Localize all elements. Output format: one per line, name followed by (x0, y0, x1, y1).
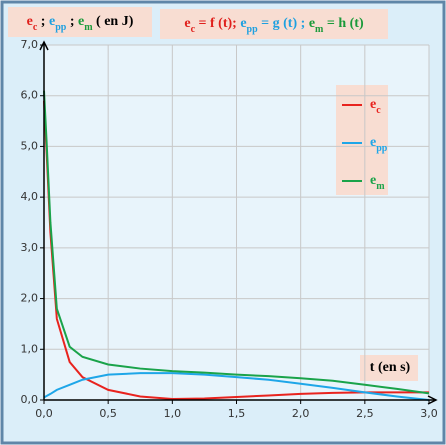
y-axis-label: ec ; epp ; em ( en J) (27, 14, 134, 33)
subscript: m (84, 22, 93, 33)
text-part: e (240, 16, 246, 31)
series-line (43, 372, 430, 401)
y-tick-label: 6,0 (21, 89, 39, 102)
chart-title: ec = f (t); epp = g (t) ; em = h (t) (184, 16, 364, 35)
y-tick-label: 2,0 (21, 292, 39, 305)
text-part: e (184, 16, 190, 31)
subscript: m (315, 24, 324, 35)
text-part: e (370, 173, 376, 188)
text-part: e (49, 14, 55, 29)
text-part: e (309, 16, 315, 31)
text-part: e (78, 14, 84, 29)
y-tick-label: 4,0 (21, 190, 39, 203)
x-tick-label: 2,5 (356, 407, 374, 420)
text-part: ; (37, 14, 49, 29)
y-tick-label: 3,0 (21, 241, 39, 254)
text-part: e (27, 14, 33, 29)
text-part: = h (t) (323, 16, 364, 31)
y-tick-label: 1,0 (21, 342, 39, 355)
legend-box (336, 85, 388, 195)
series-line (43, 90, 430, 395)
x-axis-label: t (en s) (370, 360, 411, 375)
legend-label: epp (370, 135, 388, 154)
y-tick-label: 7,0 (21, 38, 39, 51)
title-box (160, 9, 388, 39)
y-label-box (8, 7, 152, 37)
text-part: e (370, 97, 376, 112)
x-tick-label: 1,0 (164, 407, 182, 420)
text-part: ; (66, 14, 78, 29)
y-axis-arrow (39, 40, 49, 51)
y-tick-label: 0,0 (21, 393, 39, 406)
subscript: c (33, 22, 38, 33)
legend-label: em (370, 173, 385, 192)
x-tick-label: 0,0 (35, 407, 53, 420)
subscript: pp (376, 143, 388, 154)
subscript: pp (247, 24, 259, 35)
y-tick-label: 5,0 (21, 139, 39, 152)
text-part: ( en J) (93, 14, 134, 29)
text-part: = g (t) ; (258, 16, 309, 31)
text-part: = f (t); (195, 16, 240, 31)
x-tick-label: 3,0 (420, 407, 438, 420)
x-tick-label: 1,5 (228, 407, 246, 420)
x-axis-arrow (427, 395, 438, 405)
lines (43, 90, 430, 401)
x-label-box (360, 355, 418, 381)
subscript: m (376, 181, 385, 192)
legend-label: ec (370, 97, 381, 116)
text-part: e (370, 135, 376, 150)
x-tick-label: 0,5 (99, 407, 117, 420)
x-tick-label: 2,0 (292, 407, 310, 420)
subscript: pp (55, 22, 67, 33)
subscript: c (376, 105, 381, 116)
subscript: c (191, 24, 196, 35)
